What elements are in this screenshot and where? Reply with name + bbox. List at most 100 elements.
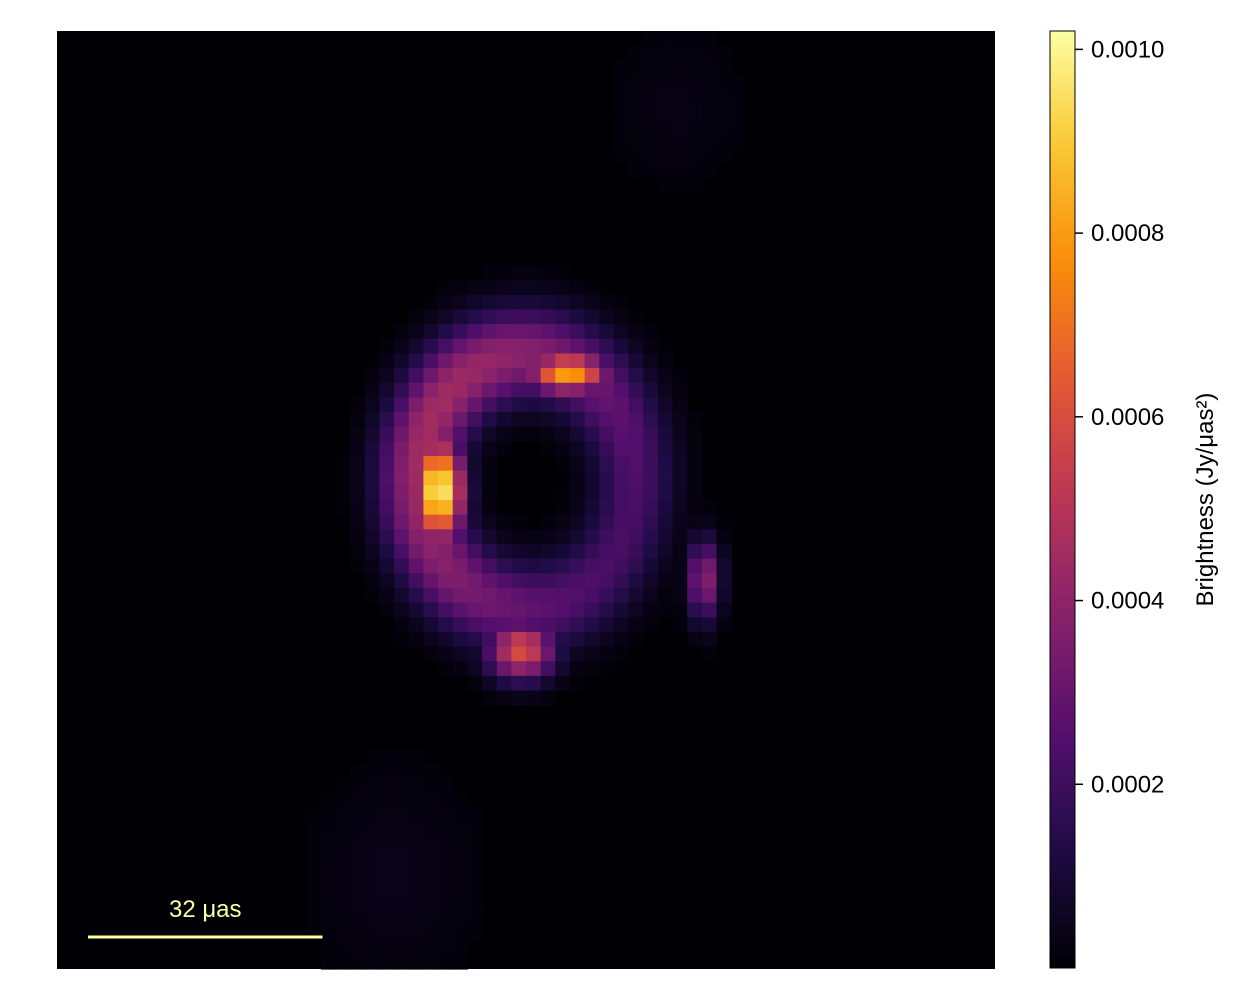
heatmap-cell (599, 587, 615, 604)
heatmap-cell (408, 573, 425, 589)
heatmap-cell (701, 133, 718, 149)
heatmap-cell (379, 822, 395, 838)
heatmap-cell (423, 470, 439, 486)
heatmap-cell (643, 587, 659, 604)
heatmap-cell (731, 118, 747, 135)
heatmap-cell (613, 148, 630, 164)
heatmap-cell (643, 324, 659, 340)
heatmap-cell (701, 118, 718, 135)
heatmap-cell (394, 837, 410, 853)
heatmap-cell (438, 807, 454, 824)
heatmap-cell (613, 529, 630, 545)
heatmap-cell (379, 441, 395, 457)
heatmap-cell (452, 793, 468, 809)
heatmap-cell (364, 763, 381, 780)
heatmap-cell (628, 514, 644, 530)
heatmap-cell (540, 529, 556, 545)
heatmap-cell (423, 412, 439, 428)
heatmap-cell (335, 793, 351, 809)
heatmap-cell (569, 661, 586, 677)
heatmap-cell (643, 133, 659, 149)
heatmap-cell (628, 338, 644, 355)
heatmap-cell (438, 661, 454, 677)
heatmap-cell (555, 412, 571, 428)
heatmap-cell (379, 382, 395, 399)
heatmap-cell (657, 60, 674, 76)
heatmap-cell (379, 470, 395, 486)
heatmap-cell (350, 895, 366, 911)
heatmap-cell (423, 602, 439, 618)
heatmap-cell (350, 925, 366, 941)
heatmap-cell (467, 324, 483, 340)
heatmap-cell (438, 910, 454, 926)
heatmap-cell (452, 412, 468, 428)
heatmap-cell (672, 558, 688, 574)
heatmap-cell (731, 74, 747, 91)
heatmap-cell (320, 939, 337, 955)
heatmap-cell (584, 646, 600, 662)
heatmap-cell (657, 148, 674, 164)
heatmap-cell (320, 837, 337, 853)
heatmap-cell (511, 353, 527, 369)
heatmap-cell (716, 602, 732, 618)
heatmap-cell (496, 324, 512, 340)
heatmap-cell (379, 456, 395, 472)
heatmap-cell (496, 690, 512, 706)
heatmap-cell (628, 74, 644, 91)
heatmap-cell (687, 162, 703, 179)
heatmap-cell (438, 895, 454, 911)
heatmap-cell (364, 382, 381, 399)
heatmap-cell (467, 280, 483, 296)
heatmap-cell (364, 749, 381, 765)
heatmap-cell (467, 543, 483, 560)
heatmap-cell (540, 587, 556, 604)
heatmap-cell (569, 470, 586, 486)
colorbar-tick-label: 0.0004 (1091, 588, 1164, 615)
heatmap-cell (657, 543, 674, 560)
heatmap-cell (452, 851, 468, 868)
heatmap-cell (394, 939, 410, 955)
heatmap-cell (423, 338, 439, 355)
heatmap-cell (526, 573, 542, 589)
heatmap-cell (511, 631, 527, 648)
heatmap-cell (350, 851, 366, 868)
heatmap-cell (482, 294, 498, 311)
heatmap-cell (687, 558, 703, 574)
heatmap-cell (335, 822, 351, 838)
heatmap-cell (394, 822, 410, 838)
heatmap-cell (467, 412, 483, 428)
heatmap-cell (511, 514, 527, 530)
heatmap-cell (452, 500, 468, 516)
heatmap-cell (496, 558, 512, 574)
heatmap-cell (438, 529, 454, 545)
heatmap-cell (467, 529, 483, 545)
heatmap-cell (350, 793, 366, 809)
heatmap-cell (540, 368, 556, 384)
heatmap-cell (423, 881, 439, 897)
heatmap-cell (555, 514, 571, 530)
heatmap-cell (379, 573, 395, 589)
heatmap-cell (350, 939, 366, 955)
heatmap-cell (394, 470, 410, 486)
heatmap-cell (379, 866, 395, 882)
heatmap-cell (408, 426, 425, 442)
heatmap-cell (350, 558, 366, 574)
heatmap-cell (540, 514, 556, 530)
heatmap-cell (467, 514, 483, 530)
heatmap-cell (613, 74, 630, 91)
heatmap-cell (306, 837, 322, 853)
heatmap-cell (613, 294, 630, 311)
heatmap-cell (526, 602, 542, 618)
heatmap-cell (438, 573, 454, 589)
heatmap-cell (672, 602, 688, 618)
heatmap-cell (408, 500, 425, 516)
heatmap-cell (643, 573, 659, 589)
heatmap-cell (701, 631, 718, 648)
heatmap-cell (408, 324, 425, 340)
colorbar-tick-label: 0.0002 (1091, 771, 1164, 798)
heatmap-cell (423, 514, 439, 530)
heatmap-cell (731, 133, 747, 149)
heatmap-cell (657, 558, 674, 574)
heatmap-cell (423, 368, 439, 384)
heatmap-cell (613, 514, 630, 530)
